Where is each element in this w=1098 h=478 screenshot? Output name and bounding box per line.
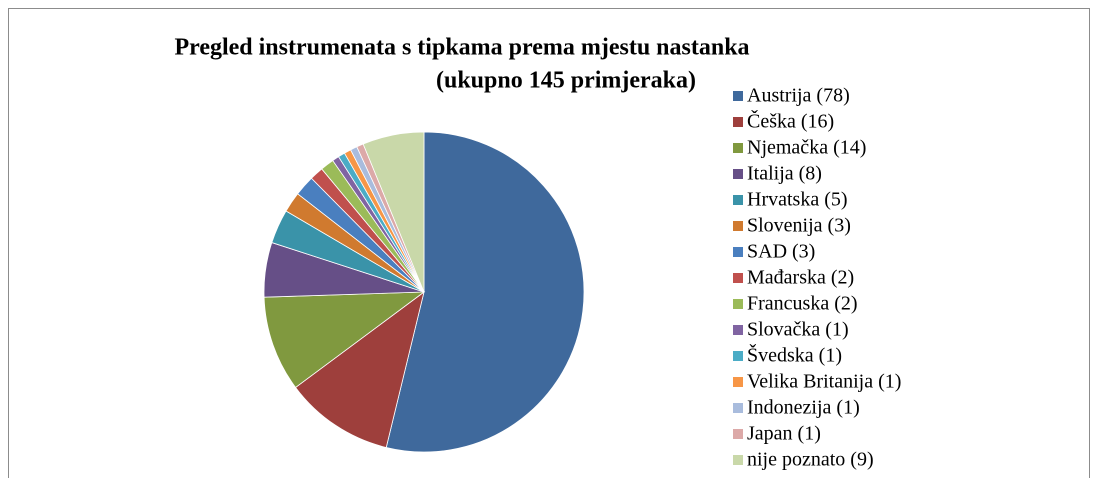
legend-swatch: [733, 143, 743, 153]
legend-label: Velika Britanija (1): [747, 371, 901, 393]
chart-title: Pregled instrumenata s tipkama prema mje…: [174, 35, 749, 61]
chart-title: (ukupno 145 primjeraka): [436, 68, 696, 94]
legend-swatch: [733, 247, 743, 257]
legend-label: Mađarska (2): [747, 267, 854, 289]
pie-slice: [385, 131, 585, 453]
legend-label: Francuska (2): [747, 293, 858, 315]
legend-swatch: [733, 377, 743, 387]
legend-label: SAD (3): [747, 241, 815, 263]
legend-label: Japan (1): [747, 423, 821, 445]
legend-label: Slovenija (3): [747, 215, 851, 237]
legend-label: nije poznato (9): [747, 449, 874, 471]
legend-label: Italija (8): [747, 163, 822, 185]
pie-slice: [295, 291, 425, 448]
legend-swatch: [733, 455, 743, 465]
legend-swatch: [733, 117, 743, 127]
pie-slice: [362, 131, 425, 293]
legend-swatch: [733, 403, 743, 413]
legend-swatch: [733, 221, 743, 231]
pie-slice: [263, 291, 426, 389]
legend-label: Češka (16): [747, 109, 834, 133]
legend-label: Austrija (78): [747, 85, 850, 107]
chart-border: [8, 8, 1090, 478]
legend-label: Indonezija (1): [747, 397, 860, 419]
legend-swatch: [733, 169, 743, 179]
legend-swatch: [733, 325, 743, 335]
legend-label: Švedska (1): [747, 343, 842, 367]
legend-swatch: [733, 351, 743, 361]
legend-swatch: [733, 299, 743, 309]
legend-swatch: [733, 273, 743, 283]
legend-label: Hrvatska (5): [747, 189, 848, 211]
legend-swatch: [733, 429, 743, 439]
legend-swatch: [733, 91, 743, 101]
legend-label: Njemačka (14): [747, 137, 866, 159]
legend-swatch: [733, 195, 743, 205]
legend-label: Slovačka (1): [747, 319, 849, 341]
